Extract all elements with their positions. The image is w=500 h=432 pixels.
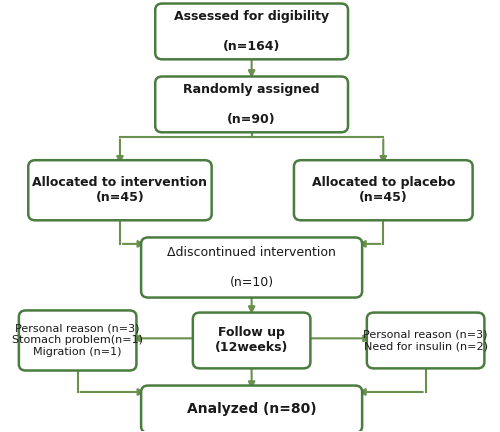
FancyBboxPatch shape [141,238,362,298]
Text: Allocated to intervention
(n=45): Allocated to intervention (n=45) [32,176,208,204]
Text: Follow up
(12weeks): Follow up (12weeks) [215,327,288,355]
Text: Analyzed (n=80): Analyzed (n=80) [187,402,316,416]
Text: Personal reason (n=3)
Need for insulin (n=2): Personal reason (n=3) Need for insulin (… [364,330,488,351]
Text: Assessed for digibility

(n=164): Assessed for digibility (n=164) [174,10,329,53]
FancyBboxPatch shape [19,311,136,371]
Text: Δdiscontinued intervention

(n=10): Δdiscontinued intervention (n=10) [167,246,336,289]
FancyBboxPatch shape [367,313,484,368]
FancyBboxPatch shape [155,76,348,132]
Text: Randomly assigned

(n=90): Randomly assigned (n=90) [184,83,320,126]
FancyBboxPatch shape [155,3,348,59]
FancyBboxPatch shape [28,160,212,220]
FancyBboxPatch shape [294,160,472,220]
FancyBboxPatch shape [141,385,362,432]
Text: Allocated to placebo
(n=45): Allocated to placebo (n=45) [312,176,455,204]
FancyBboxPatch shape [193,313,310,368]
Text: Personal reason (n=3)
Stomach problem(n=1)
Migration (n=1): Personal reason (n=3) Stomach problem(n=… [12,324,143,357]
